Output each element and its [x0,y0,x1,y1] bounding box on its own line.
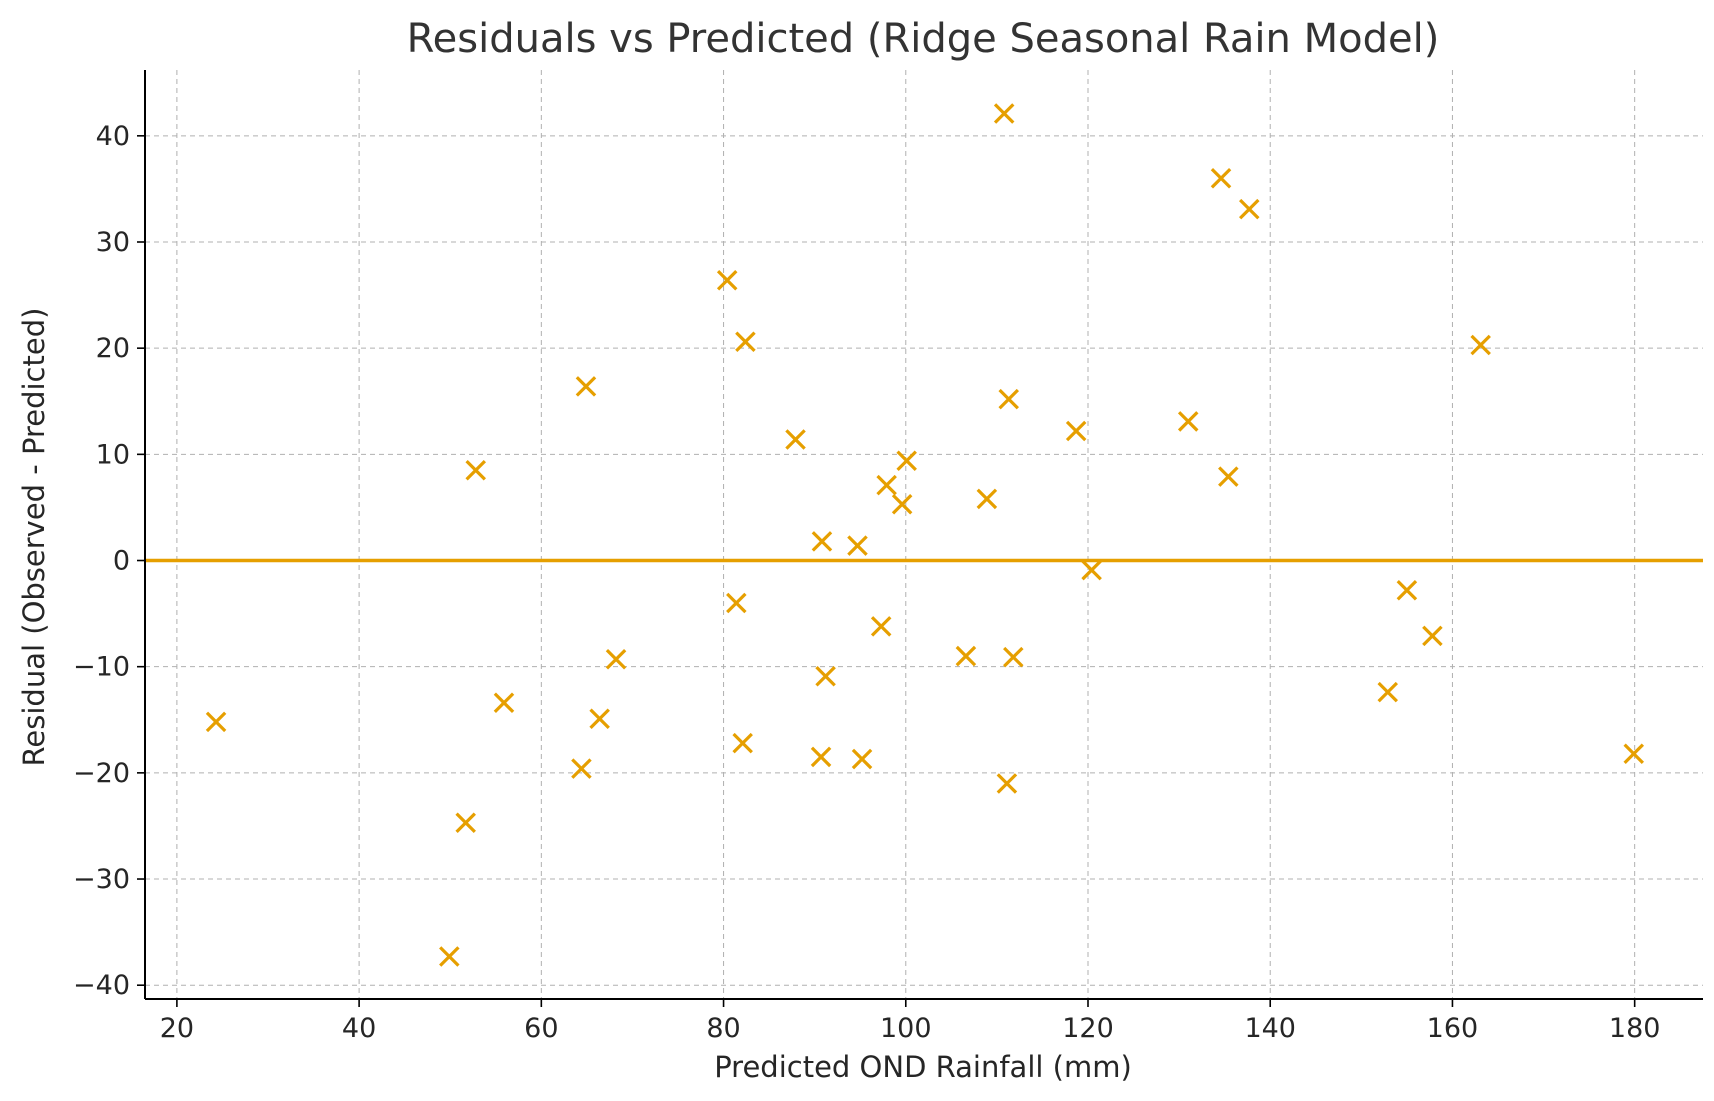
data-point [726,592,747,614]
grid-lines [145,70,1703,999]
y-tick-label: 0 [113,546,130,577]
data-point [815,665,836,687]
data-point [870,616,892,637]
data-point [1210,168,1232,189]
data-point [1065,420,1087,442]
data-point [716,269,738,291]
data-point [785,429,806,450]
data-point [891,493,913,515]
data-point [955,645,977,667]
data-point [1239,198,1260,220]
y-tick-label: 40 [96,121,130,152]
data-point [589,708,610,729]
y-tick-label: 20 [96,333,130,364]
x-tick-label: 60 [524,1013,558,1044]
axes: 20 40 60 80 100 120 140 160 180 −40 −30 −20 −10 0 10 20… [73,70,1703,1044]
data-point [998,388,1019,410]
data-point [575,376,597,397]
x-tick-label: 20 [160,1013,194,1044]
data-point [976,488,998,510]
x-tick-label: 180 [1609,1013,1661,1044]
x-tick-label: 80 [706,1013,740,1044]
data-point [996,773,1018,794]
data-point [465,460,486,481]
chart-title: Residuals vs Predicted (Ridge Seasonal R… [407,16,1440,62]
data-point [493,692,515,714]
y-tick-label: 10 [96,439,130,470]
y-axis-label: Residual (Observed - Predicted) [17,308,51,767]
data-points [205,103,1645,967]
data-point [732,732,753,754]
data-point [847,535,868,556]
data-point [455,812,476,834]
data-point [1623,743,1645,765]
data-point [735,331,756,353]
data-point [1422,625,1443,647]
y-tick-label: 30 [96,227,130,258]
data-point [605,648,627,670]
x-tick-label: 140 [1244,1013,1296,1044]
data-point [1396,579,1418,601]
data-point [1177,411,1199,432]
y-tick-label: −40 [73,970,130,1001]
x-axis-label: Predicted OND Rainfall (mm) [714,1050,1132,1084]
data-point [851,748,873,770]
data-point [993,103,1015,124]
data-point [1081,559,1102,581]
x-tick-label: 160 [1427,1013,1479,1044]
data-point [810,746,832,768]
data-point [205,711,227,733]
x-tick-label: 40 [342,1013,376,1044]
data-point [1377,681,1399,703]
x-tick-label: 100 [880,1013,932,1044]
data-point [571,758,592,779]
data-point [876,474,897,496]
data-point [896,450,917,471]
x-tick-label: 120 [1062,1013,1114,1044]
y-tick-label: −30 [73,864,130,895]
y-tick-label: −20 [73,758,130,789]
data-point [811,531,833,552]
data-point [1003,646,1024,668]
data-point [1470,334,1491,356]
y-tick-label: −10 [73,652,130,683]
data-point [439,946,460,967]
data-point [1218,466,1239,487]
